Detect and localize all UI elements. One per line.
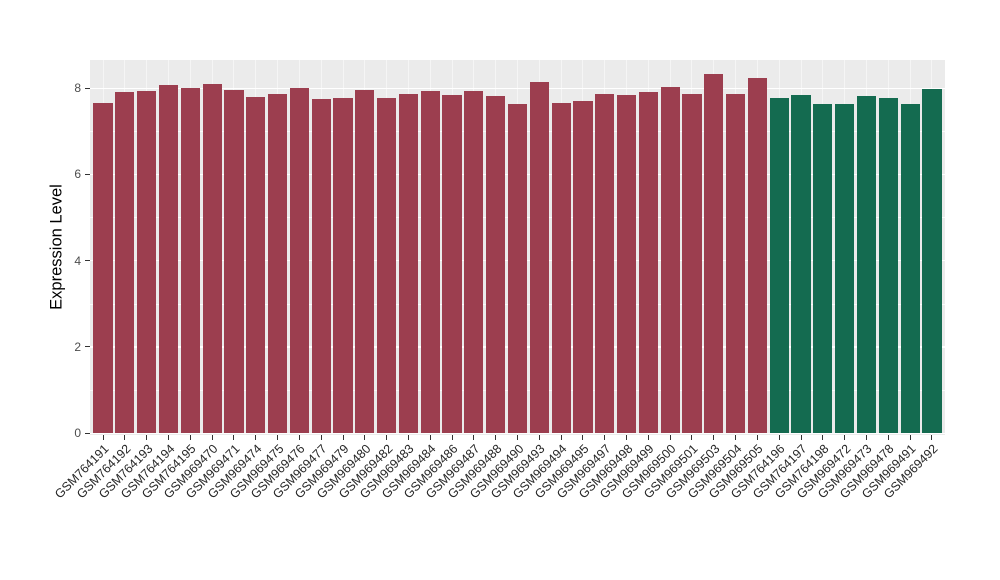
- bar-GSM764193: [137, 91, 157, 433]
- bar-GSM969480: [355, 90, 375, 433]
- gridline-major: [90, 432, 945, 434]
- bar-GSM969488: [486, 95, 506, 433]
- x-tick-mark: [931, 435, 933, 440]
- bar-GSM969493: [529, 81, 549, 433]
- bar-GSM969498: [616, 94, 637, 433]
- x-tick-mark: [364, 435, 366, 440]
- y-tick-mark: [85, 346, 90, 348]
- x-tick-mark: [865, 435, 867, 440]
- x-tick-mark: [604, 435, 606, 440]
- x-tick-mark: [255, 435, 257, 440]
- y-tick-label: 0: [74, 426, 81, 440]
- y-tick-label: 2: [74, 339, 81, 354]
- bar-GSM764191: [93, 103, 113, 433]
- x-tick-mark: [407, 435, 409, 440]
- x-tick-mark: [473, 435, 475, 440]
- y-tick-mark: [85, 260, 90, 261]
- bar-GSM969491: [900, 103, 920, 433]
- x-tick-mark: [495, 435, 497, 440]
- x-tick-mark: [211, 435, 213, 440]
- bar-GSM764194: [158, 84, 179, 433]
- x-tick-mark: [320, 435, 322, 440]
- bar-GSM969477: [311, 98, 331, 433]
- y-tick-label: 8: [74, 81, 81, 96]
- bar-GSM969479: [333, 97, 353, 433]
- x-tick-mark: [517, 435, 518, 440]
- bar-GSM764192: [115, 92, 135, 433]
- y-axis-title: Expression Level: [47, 184, 66, 310]
- bar-GSM969474: [246, 96, 266, 433]
- gridline-major: [90, 87, 945, 89]
- bar-GSM969486: [442, 94, 462, 433]
- bar-GSM969500: [660, 87, 680, 433]
- x-tick-mark: [168, 435, 170, 440]
- bar-GSM969478: [878, 98, 898, 433]
- x-tick-mark: [124, 435, 126, 440]
- x-tick-mark: [822, 435, 824, 440]
- y-tick-label: 4: [74, 253, 81, 268]
- x-tick-mark: [735, 435, 737, 440]
- x-tick-mark: [713, 435, 715, 440]
- bar-GSM969470: [202, 83, 222, 433]
- y-tick-label: 6: [74, 167, 81, 182]
- x-tick-mark: [800, 435, 802, 440]
- bar-GSM969492: [922, 88, 942, 433]
- x-tick-mark: [756, 435, 758, 440]
- bar-GSM764197: [791, 94, 811, 433]
- x-tick-mark: [887, 435, 889, 440]
- y-tick-mark: [85, 87, 90, 89]
- bar-GSM969471: [224, 90, 244, 433]
- bar-GSM969484: [420, 91, 440, 433]
- bar-GSM969490: [507, 104, 528, 433]
- x-tick-mark: [909, 435, 911, 440]
- bar-GSM969487: [464, 91, 484, 433]
- x-tick-mark: [626, 435, 628, 440]
- x-tick-mark: [102, 435, 104, 440]
- x-tick-mark: [560, 435, 562, 440]
- x-tick-mark: [669, 435, 671, 440]
- bar-GSM969475: [267, 94, 288, 433]
- bar-GSM969472: [835, 103, 855, 433]
- bar-GSM969483: [398, 94, 419, 433]
- bar-GSM969505: [747, 77, 767, 433]
- y-tick-mark: [85, 432, 90, 434]
- bar-GSM969494: [551, 102, 571, 433]
- bar-GSM969473: [856, 95, 877, 433]
- bar-GSM764196: [769, 98, 789, 433]
- bar-GSM969504: [726, 94, 746, 433]
- bar-GSM969482: [377, 98, 397, 433]
- x-tick-mark: [189, 435, 191, 440]
- x-tick-mark: [647, 435, 649, 440]
- bar-GSM969503: [704, 74, 724, 433]
- bar-GSM764195: [180, 88, 200, 433]
- bar-GSM969495: [573, 100, 593, 433]
- bar-GSM969497: [595, 94, 615, 433]
- x-tick-mark: [844, 435, 846, 440]
- bar-GSM969476: [289, 88, 309, 433]
- x-tick-mark: [146, 435, 148, 440]
- x-tick-mark: [778, 435, 780, 440]
- x-tick-mark: [386, 435, 388, 440]
- x-tick-mark: [538, 435, 540, 440]
- x-tick-mark: [582, 435, 584, 440]
- x-tick-mark: [277, 435, 279, 440]
- bar-GSM969501: [682, 94, 702, 433]
- x-tick-mark: [429, 435, 431, 440]
- bar-GSM969499: [638, 92, 658, 433]
- x-tick-mark: [298, 435, 300, 440]
- bar-GSM764198: [813, 103, 833, 433]
- y-tick-mark: [85, 173, 90, 175]
- x-tick-mark: [342, 435, 344, 440]
- x-tick-mark: [233, 435, 235, 440]
- plot-panel: [90, 60, 945, 435]
- x-tick-mark: [691, 435, 693, 440]
- x-tick-mark: [451, 435, 453, 440]
